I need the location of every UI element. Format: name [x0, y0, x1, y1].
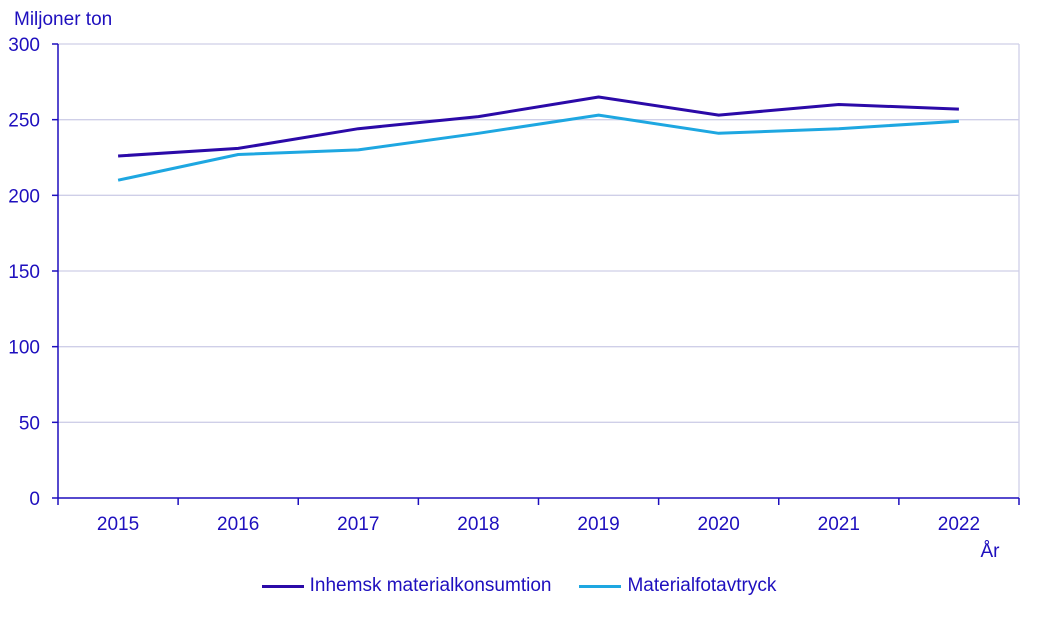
- y-tick-label-50: 50: [19, 413, 40, 434]
- series-lines: [117, 95, 959, 182]
- y-tick-label-100: 100: [8, 338, 40, 359]
- y-tick-label-200: 200: [8, 186, 40, 207]
- x-tick-label-2019: 2019: [577, 514, 619, 535]
- legend-swatch-materialfotavtryck: [579, 584, 622, 588]
- x-tick-label-2016: 2016: [217, 514, 259, 535]
- series-line-0: [118, 95, 959, 158]
- x-tick-label-2018: 2018: [457, 514, 499, 535]
- legend-item-materialfotavtryck: Materialfotavtryck: [579, 575, 776, 597]
- legend-item-inhemsk: Inhemsk materialkonsumtion: [261, 575, 552, 597]
- x-axis-title: År: [981, 541, 1001, 562]
- x-tick-label-2015: 2015: [97, 514, 139, 535]
- y-tick-label-250: 250: [8, 111, 40, 132]
- y-tick-label-300: 300: [8, 35, 40, 56]
- legend-label-inhemsk: Inhemsk materialkonsumtion: [309, 575, 552, 596]
- x-tick-label-2022: 2022: [938, 514, 980, 535]
- y-tick-label-0: 0: [29, 489, 40, 510]
- grid-lines: [58, 43, 1020, 498]
- legend-label-materialfotavtryck: Materialfotavtryck: [627, 575, 777, 596]
- legend: Inhemsk materialkonsumtion Materialfotav…: [0, 571, 1038, 601]
- tick-labels: 0 50 100 150 200 250 300 2015 2016 2017 2018 2019 20…: [8, 35, 980, 535]
- y-tick-label-150: 150: [8, 262, 40, 283]
- x-tick-label-2020: 2020: [698, 514, 740, 535]
- x-tick-label-2017: 2017: [337, 514, 379, 535]
- x-tick-label-2021: 2021: [818, 514, 860, 535]
- legend-swatch-inhemsk: [261, 584, 304, 588]
- axes: [52, 43, 1020, 505]
- y-axis-title: Miljoner ton: [14, 9, 112, 30]
- series-line-1: [117, 113, 959, 182]
